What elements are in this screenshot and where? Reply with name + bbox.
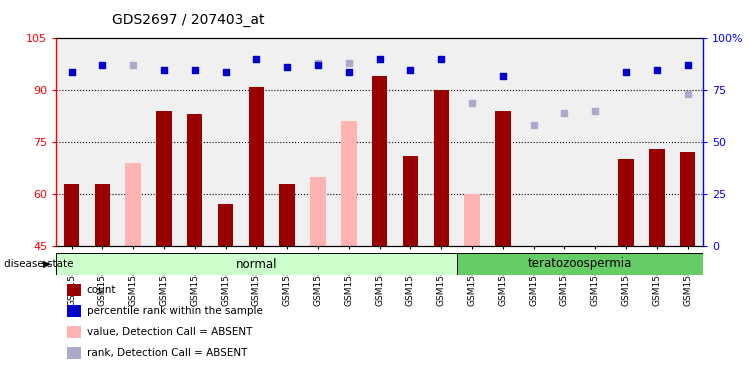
- Point: [620, 68, 632, 74]
- Text: value, Detection Call = ABSENT: value, Detection Call = ABSENT: [87, 327, 252, 337]
- Bar: [495, 111, 511, 246]
- Point: [373, 56, 386, 62]
- Bar: [64, 184, 79, 246]
- Text: percentile rank within the sample: percentile rank within the sample: [87, 306, 263, 316]
- Point: [281, 65, 293, 71]
- Bar: [588, 246, 603, 332]
- Point: [681, 62, 693, 68]
- Bar: [341, 121, 357, 246]
- Point: [405, 66, 417, 73]
- Bar: [619, 159, 634, 246]
- Point: [681, 91, 693, 98]
- Bar: [94, 184, 110, 246]
- Bar: [557, 246, 572, 315]
- Text: disease state: disease state: [4, 259, 73, 269]
- Bar: [248, 87, 264, 246]
- Point: [127, 62, 139, 68]
- Bar: [465, 194, 479, 246]
- Point: [312, 60, 324, 66]
- Bar: [434, 90, 449, 246]
- Point: [220, 68, 232, 74]
- Text: normal: normal: [236, 258, 277, 270]
- Point: [497, 73, 509, 79]
- Point: [96, 62, 108, 68]
- Bar: [280, 184, 295, 246]
- Point: [559, 110, 571, 116]
- Bar: [649, 149, 665, 246]
- Bar: [526, 246, 542, 384]
- Point: [527, 122, 539, 129]
- Point: [343, 60, 355, 66]
- Text: count: count: [87, 285, 116, 295]
- Text: teratozoospermia: teratozoospermia: [527, 258, 632, 270]
- Point: [312, 62, 324, 68]
- Bar: [56, 253, 456, 275]
- Point: [343, 68, 355, 74]
- Text: GDS2697 / 207403_at: GDS2697 / 207403_at: [112, 13, 265, 27]
- Bar: [218, 204, 233, 246]
- Bar: [456, 253, 703, 275]
- Bar: [402, 156, 418, 246]
- Point: [188, 66, 200, 73]
- Point: [66, 68, 78, 74]
- Point: [158, 66, 170, 73]
- Bar: [680, 187, 696, 246]
- Bar: [156, 111, 171, 246]
- Bar: [126, 163, 141, 246]
- Bar: [372, 76, 387, 246]
- Point: [435, 56, 447, 62]
- Point: [651, 66, 663, 73]
- Text: rank, Detection Call = ABSENT: rank, Detection Call = ABSENT: [87, 348, 247, 358]
- Point: [466, 99, 478, 106]
- Point: [251, 56, 263, 62]
- Bar: [310, 177, 325, 246]
- Bar: [680, 152, 696, 246]
- Text: ▶: ▶: [43, 259, 51, 269]
- Point: [589, 108, 601, 114]
- Bar: [187, 114, 203, 246]
